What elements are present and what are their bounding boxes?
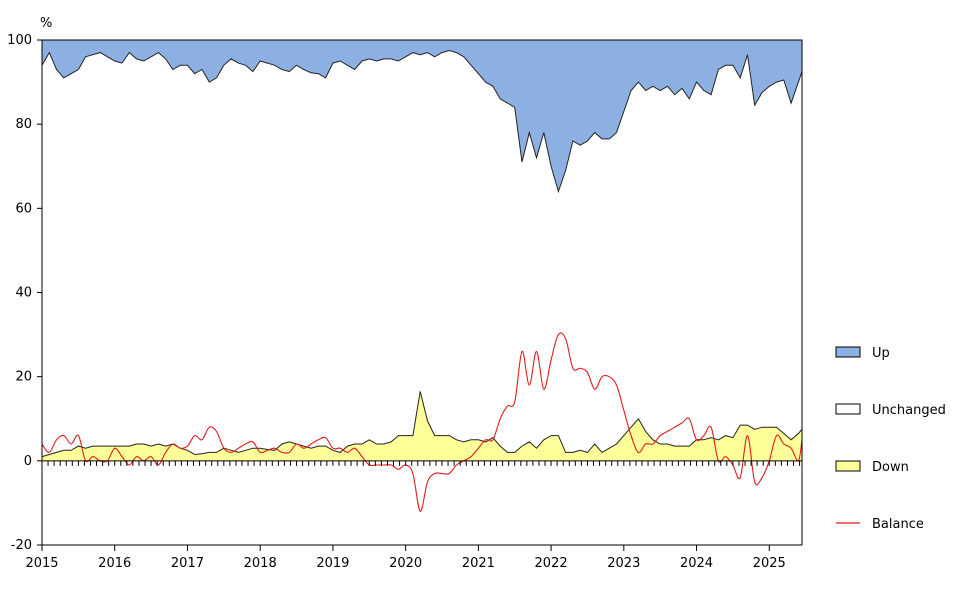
legend-swatch-up xyxy=(835,346,861,358)
area-layer xyxy=(42,40,802,545)
y-tick-label: 80 xyxy=(15,117,32,132)
y-tick-label: -20 xyxy=(11,538,32,553)
legend: Up Unchanged Down Balance xyxy=(835,346,946,532)
x-tick-label: 2022 xyxy=(535,556,568,571)
legend-label-balance: Balance xyxy=(872,517,924,532)
legend-swatch-down xyxy=(835,460,861,472)
legend-label-unchanged: Unchanged xyxy=(872,403,946,418)
series-down-area xyxy=(42,391,802,461)
plot-area xyxy=(42,40,802,545)
y-tick-label: 60 xyxy=(15,201,32,216)
x-tick-label: 2017 xyxy=(171,556,204,571)
legend-swatch-unchanged xyxy=(835,403,861,415)
y-tick-label: 100 xyxy=(7,33,32,48)
legend-label-down: Down xyxy=(872,460,909,475)
x-tick-label: 2015 xyxy=(25,556,58,571)
series-balance-line xyxy=(41,332,803,512)
line-layer xyxy=(41,49,803,512)
x-tick-label: 2020 xyxy=(389,556,422,571)
series-up-boundary xyxy=(41,49,803,194)
legend-label-up: Up xyxy=(872,346,890,361)
y-tick-label: 40 xyxy=(15,286,32,301)
x-tick-label: 2019 xyxy=(316,556,349,571)
x-tick-label: 2016 xyxy=(98,556,131,571)
x-tick-label: 2018 xyxy=(244,556,277,571)
y-tick-label: 0 xyxy=(24,454,32,469)
x-tick-label: 2025 xyxy=(753,556,786,571)
x-tick-label: 2021 xyxy=(462,556,495,571)
series-down-boundary xyxy=(41,391,803,458)
axes-layer: -20 0 20 40 60 80 100% 2015 2016 2017 2018 2019 2020… xyxy=(7,16,803,571)
x-tick-label: 2024 xyxy=(680,556,713,571)
series-up-area xyxy=(42,40,802,192)
y-axis-label: % xyxy=(40,16,52,31)
y-tick-label: 20 xyxy=(15,370,32,385)
x-tick-label: 2023 xyxy=(607,556,640,571)
